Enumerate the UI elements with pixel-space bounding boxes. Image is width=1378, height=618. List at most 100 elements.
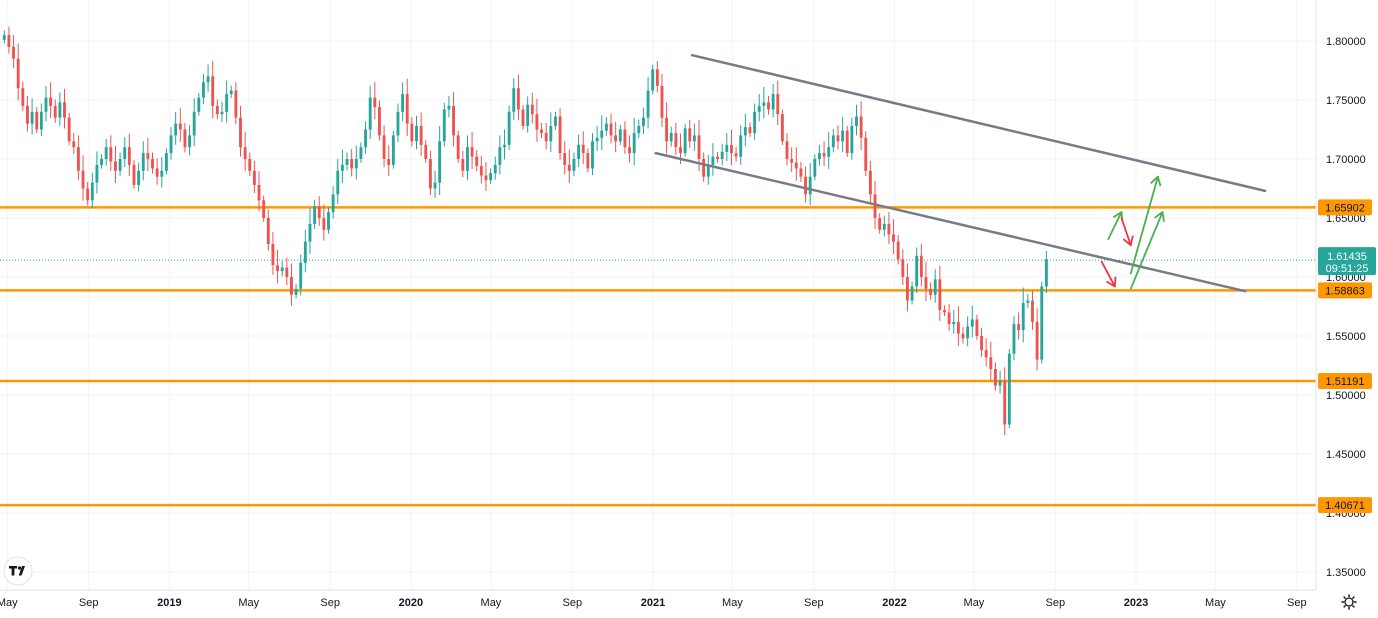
candle-body [354,159,358,169]
candle-body [818,153,821,159]
candle-body [1007,353,1011,425]
candle-body [679,147,682,154]
candle-body [581,144,585,154]
x-tick-label: 2020 [399,597,423,609]
channel-trend-line [690,53,1267,193]
candle-body [76,147,80,171]
settings-gear-icon[interactable] [1341,594,1357,610]
candle-body [956,321,960,334]
candle-body [109,147,113,162]
candle-body [229,90,233,95]
candle-body [632,133,636,154]
candle-body [933,279,937,295]
candle-body [493,164,497,174]
level-price-label: 1.58863 [1325,285,1365,297]
candle-body [526,104,530,126]
candle-body [373,97,377,108]
grid-lines [0,0,1316,590]
candle-body [512,88,516,112]
candle-body [799,168,803,177]
candle-body [114,161,117,171]
candle-body [516,88,520,110]
candle-body [614,135,618,142]
candle-body [892,234,895,242]
candle-body [266,218,270,244]
candle-body [178,123,182,130]
candle-body [994,369,997,386]
candle-body [669,133,673,142]
candle-body [63,102,66,118]
candle-body [623,129,627,148]
current-price-label: 1.61435 [1327,251,1367,263]
projection-arrow-head [1154,211,1165,222]
candle-body [160,170,164,177]
candle-body [475,156,479,167]
candle-body [151,159,154,169]
candle-body [591,141,594,169]
candle-body [433,182,437,189]
price-labels: 1.65902 1.58863 1.51191 1.40671 1.6143509:51… [1318,199,1376,514]
axes [0,0,1317,591]
candle-body [30,111,34,124]
candle-body [35,111,39,130]
candle-body [984,350,988,358]
candle-body [521,109,525,126]
candle-body [169,135,173,154]
candle-body [577,144,581,159]
level-price-tag [1318,282,1372,299]
candle-body [549,125,553,142]
x-tick-label: 2023 [1124,597,1148,609]
candle-body [271,243,275,266]
candle-body [989,357,993,370]
candle-body [174,123,178,136]
candle-body [447,105,451,110]
candle-body [285,267,289,277]
candle-body [716,156,719,159]
candle-body [155,168,159,177]
candle-body [822,153,826,157]
x-tick-label: May [1205,597,1226,609]
candle-body [442,109,446,142]
current-price-tag [1318,247,1376,276]
y-tick-label: 1.55000 [1326,331,1366,343]
candle-body [53,105,57,118]
candle-body [331,194,335,213]
candle-body [234,90,238,118]
candle-body [39,111,43,130]
candle-body [600,130,604,138]
candle-body [771,94,775,110]
candle-body [21,88,25,106]
candle-body [299,262,303,289]
candle-body [294,288,298,295]
candle-body [896,241,900,260]
x-tick-label: 2021 [641,597,665,609]
candle-body [220,111,224,115]
projection-arrow-shaft [1129,211,1164,290]
candle-body [188,135,191,148]
candle-body [563,153,567,165]
candle-body [127,147,131,165]
candle-body [401,94,405,112]
candle-body [1021,302,1025,331]
x-tick-label: Sep [79,597,99,609]
candle-body [507,111,511,145]
candle-body [262,200,266,218]
candle-body [308,223,312,242]
candle-body [424,144,428,159]
tradingview-logo[interactable] [3,556,33,586]
candle-body [808,176,812,195]
candle-body [665,117,669,142]
candle-body [49,97,53,106]
candle-body [535,114,539,130]
candle-body [730,144,733,154]
candle-body [72,141,76,148]
candle-body [725,144,729,152]
projection-arrow-head [1150,175,1162,187]
candle-body [206,76,210,83]
candle-body [970,319,974,327]
candle-body [530,104,534,115]
candle-body [419,125,423,145]
candle-body [7,35,11,47]
